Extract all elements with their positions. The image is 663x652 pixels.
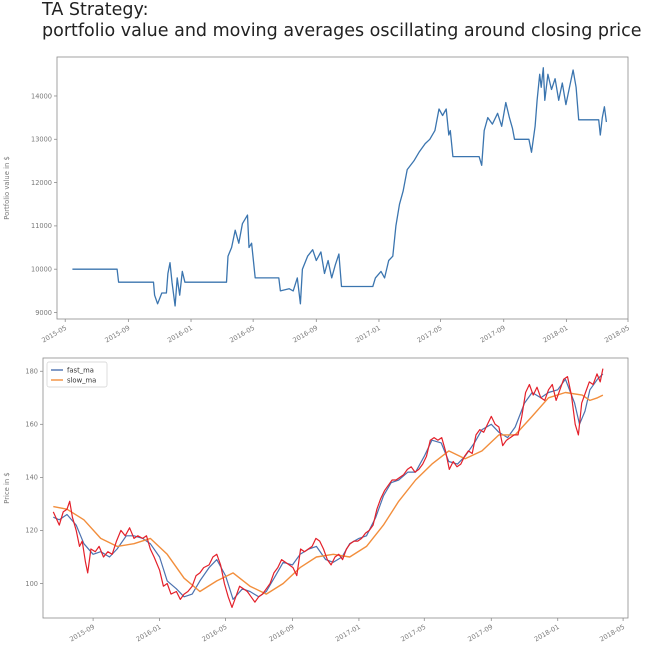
- series-line-fast-ma: [53, 373, 604, 600]
- x-tick-label: 2017-01: [354, 324, 382, 345]
- x-tick-label: 2017-05: [399, 623, 427, 644]
- y-tick-label: 160: [25, 421, 38, 429]
- x-tick-label: 2016-01: [135, 623, 163, 644]
- x-tick-label: 2016-01: [166, 324, 194, 345]
- y-tick-label: 12000: [31, 179, 52, 187]
- legend: fast_ma slow_ma: [46, 361, 108, 388]
- legend-label-slow-ma: slow_ma: [67, 376, 96, 384]
- y-tick-label: 120: [25, 527, 38, 535]
- chart-title: TA Strategy:: [42, 0, 149, 20]
- y-axis-label: Price in $: [3, 472, 11, 503]
- y-tick-label: 10000: [31, 265, 52, 273]
- x-tick-label: 2017-01: [334, 623, 362, 644]
- x-tick-label: 2016-09: [268, 623, 296, 644]
- x-tick-label: 2018-05: [598, 623, 626, 644]
- chart-subtitle: portfolio value and moving averages osci…: [42, 21, 642, 41]
- series-line-portfolio-value: [72, 67, 608, 307]
- y-tick-label: 11000: [31, 222, 52, 230]
- x-tick-label: 2016-09: [291, 324, 319, 345]
- y-tick-label: 9000: [35, 309, 52, 317]
- x-tick-label: 2016-05: [201, 623, 229, 644]
- x-tick-label: 2018-01: [542, 324, 570, 345]
- x-tick-label: 2018-05: [603, 324, 631, 345]
- x-tick-label: 2018-01: [533, 623, 561, 644]
- legend-box: [46, 361, 108, 388]
- chart-panel-price: 100 120 140 160 180 2015-09 2016-01 2016-05 2016…: [3, 357, 629, 644]
- plot-frame: [56, 56, 629, 320]
- x-tick-label: 2017-09: [479, 324, 507, 345]
- y-tick-label: 100: [25, 580, 38, 588]
- y-axis-label: Portfolio value in $: [3, 156, 11, 220]
- plot-frame: [42, 357, 629, 619]
- x-tick-label: 2015-05: [40, 324, 68, 345]
- y-tick-label: 180: [25, 368, 38, 376]
- x-tick-label: 2017-09: [466, 623, 494, 644]
- series-line-closing-price: [52, 368, 604, 608]
- y-tick-label: 13000: [31, 136, 52, 144]
- chart-panel-portfolio: 9000 10000 11000 12000 13000 14000 2015-05 2015…: [3, 56, 631, 345]
- y-tick-label: 140: [25, 474, 38, 482]
- y-tick-label: 14000: [31, 92, 52, 100]
- x-tick-label: 2017-05: [416, 324, 444, 345]
- legend-label-fast-ma: fast_ma: [67, 366, 94, 374]
- x-tick-label: 2015-09: [68, 623, 96, 644]
- x-tick-label: 2016-05: [228, 324, 256, 345]
- x-tick-label: 2015-09: [104, 324, 132, 345]
